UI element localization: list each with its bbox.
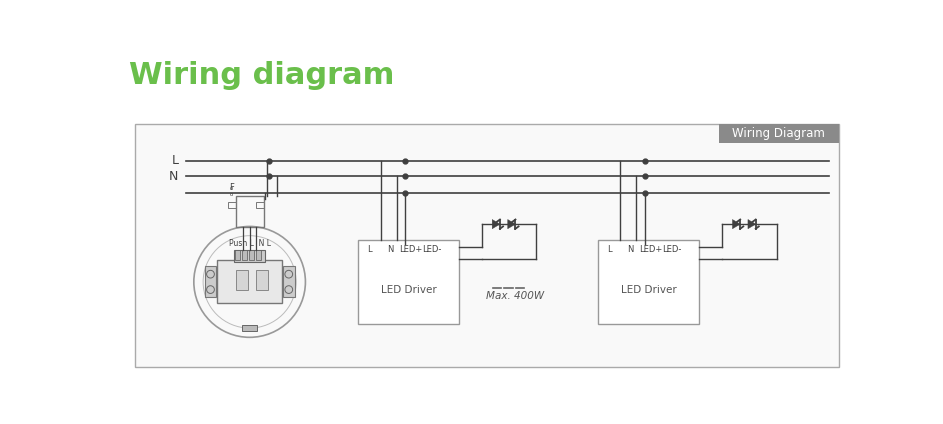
Bar [283, 266, 294, 297]
Bar [241, 250, 247, 260]
Bar [205, 266, 216, 297]
Bar [228, 202, 236, 208]
Text: N: N [169, 170, 178, 183]
Text: LED-: LED- [662, 245, 682, 254]
Polygon shape [748, 220, 755, 229]
Text: N: N [387, 245, 393, 254]
Bar [599, 240, 699, 324]
Text: LED Driver: LED Driver [620, 285, 677, 295]
Bar [249, 250, 255, 260]
Text: N: N [627, 245, 634, 254]
Text: Push L  N L: Push L N L [228, 239, 271, 248]
Text: LED+: LED+ [399, 245, 422, 254]
Text: F: F [229, 183, 235, 192]
Bar [256, 250, 261, 260]
Bar [256, 271, 268, 290]
Text: Wiring diagram: Wiring diagram [129, 61, 394, 90]
Bar [217, 260, 282, 304]
Text: LED-: LED- [422, 245, 441, 254]
Text: Max. 400W: Max. 400W [486, 291, 544, 301]
Bar [256, 202, 264, 208]
Polygon shape [733, 220, 740, 229]
Bar [241, 325, 257, 331]
Bar [236, 271, 248, 290]
Text: LED Driver: LED Driver [381, 285, 437, 295]
Bar [234, 250, 265, 262]
Bar [719, 124, 838, 142]
Bar [358, 240, 459, 324]
Text: L: L [172, 154, 178, 167]
Polygon shape [507, 220, 516, 229]
Text: L: L [367, 245, 372, 254]
Text: LED+: LED+ [639, 245, 663, 254]
Bar [236, 196, 264, 227]
Bar [235, 250, 240, 260]
Text: L: L [607, 245, 612, 254]
Text: o
o: o o [230, 186, 234, 197]
Text: Wiring Diagram: Wiring Diagram [732, 127, 825, 140]
Polygon shape [492, 220, 500, 229]
Bar [135, 124, 838, 367]
